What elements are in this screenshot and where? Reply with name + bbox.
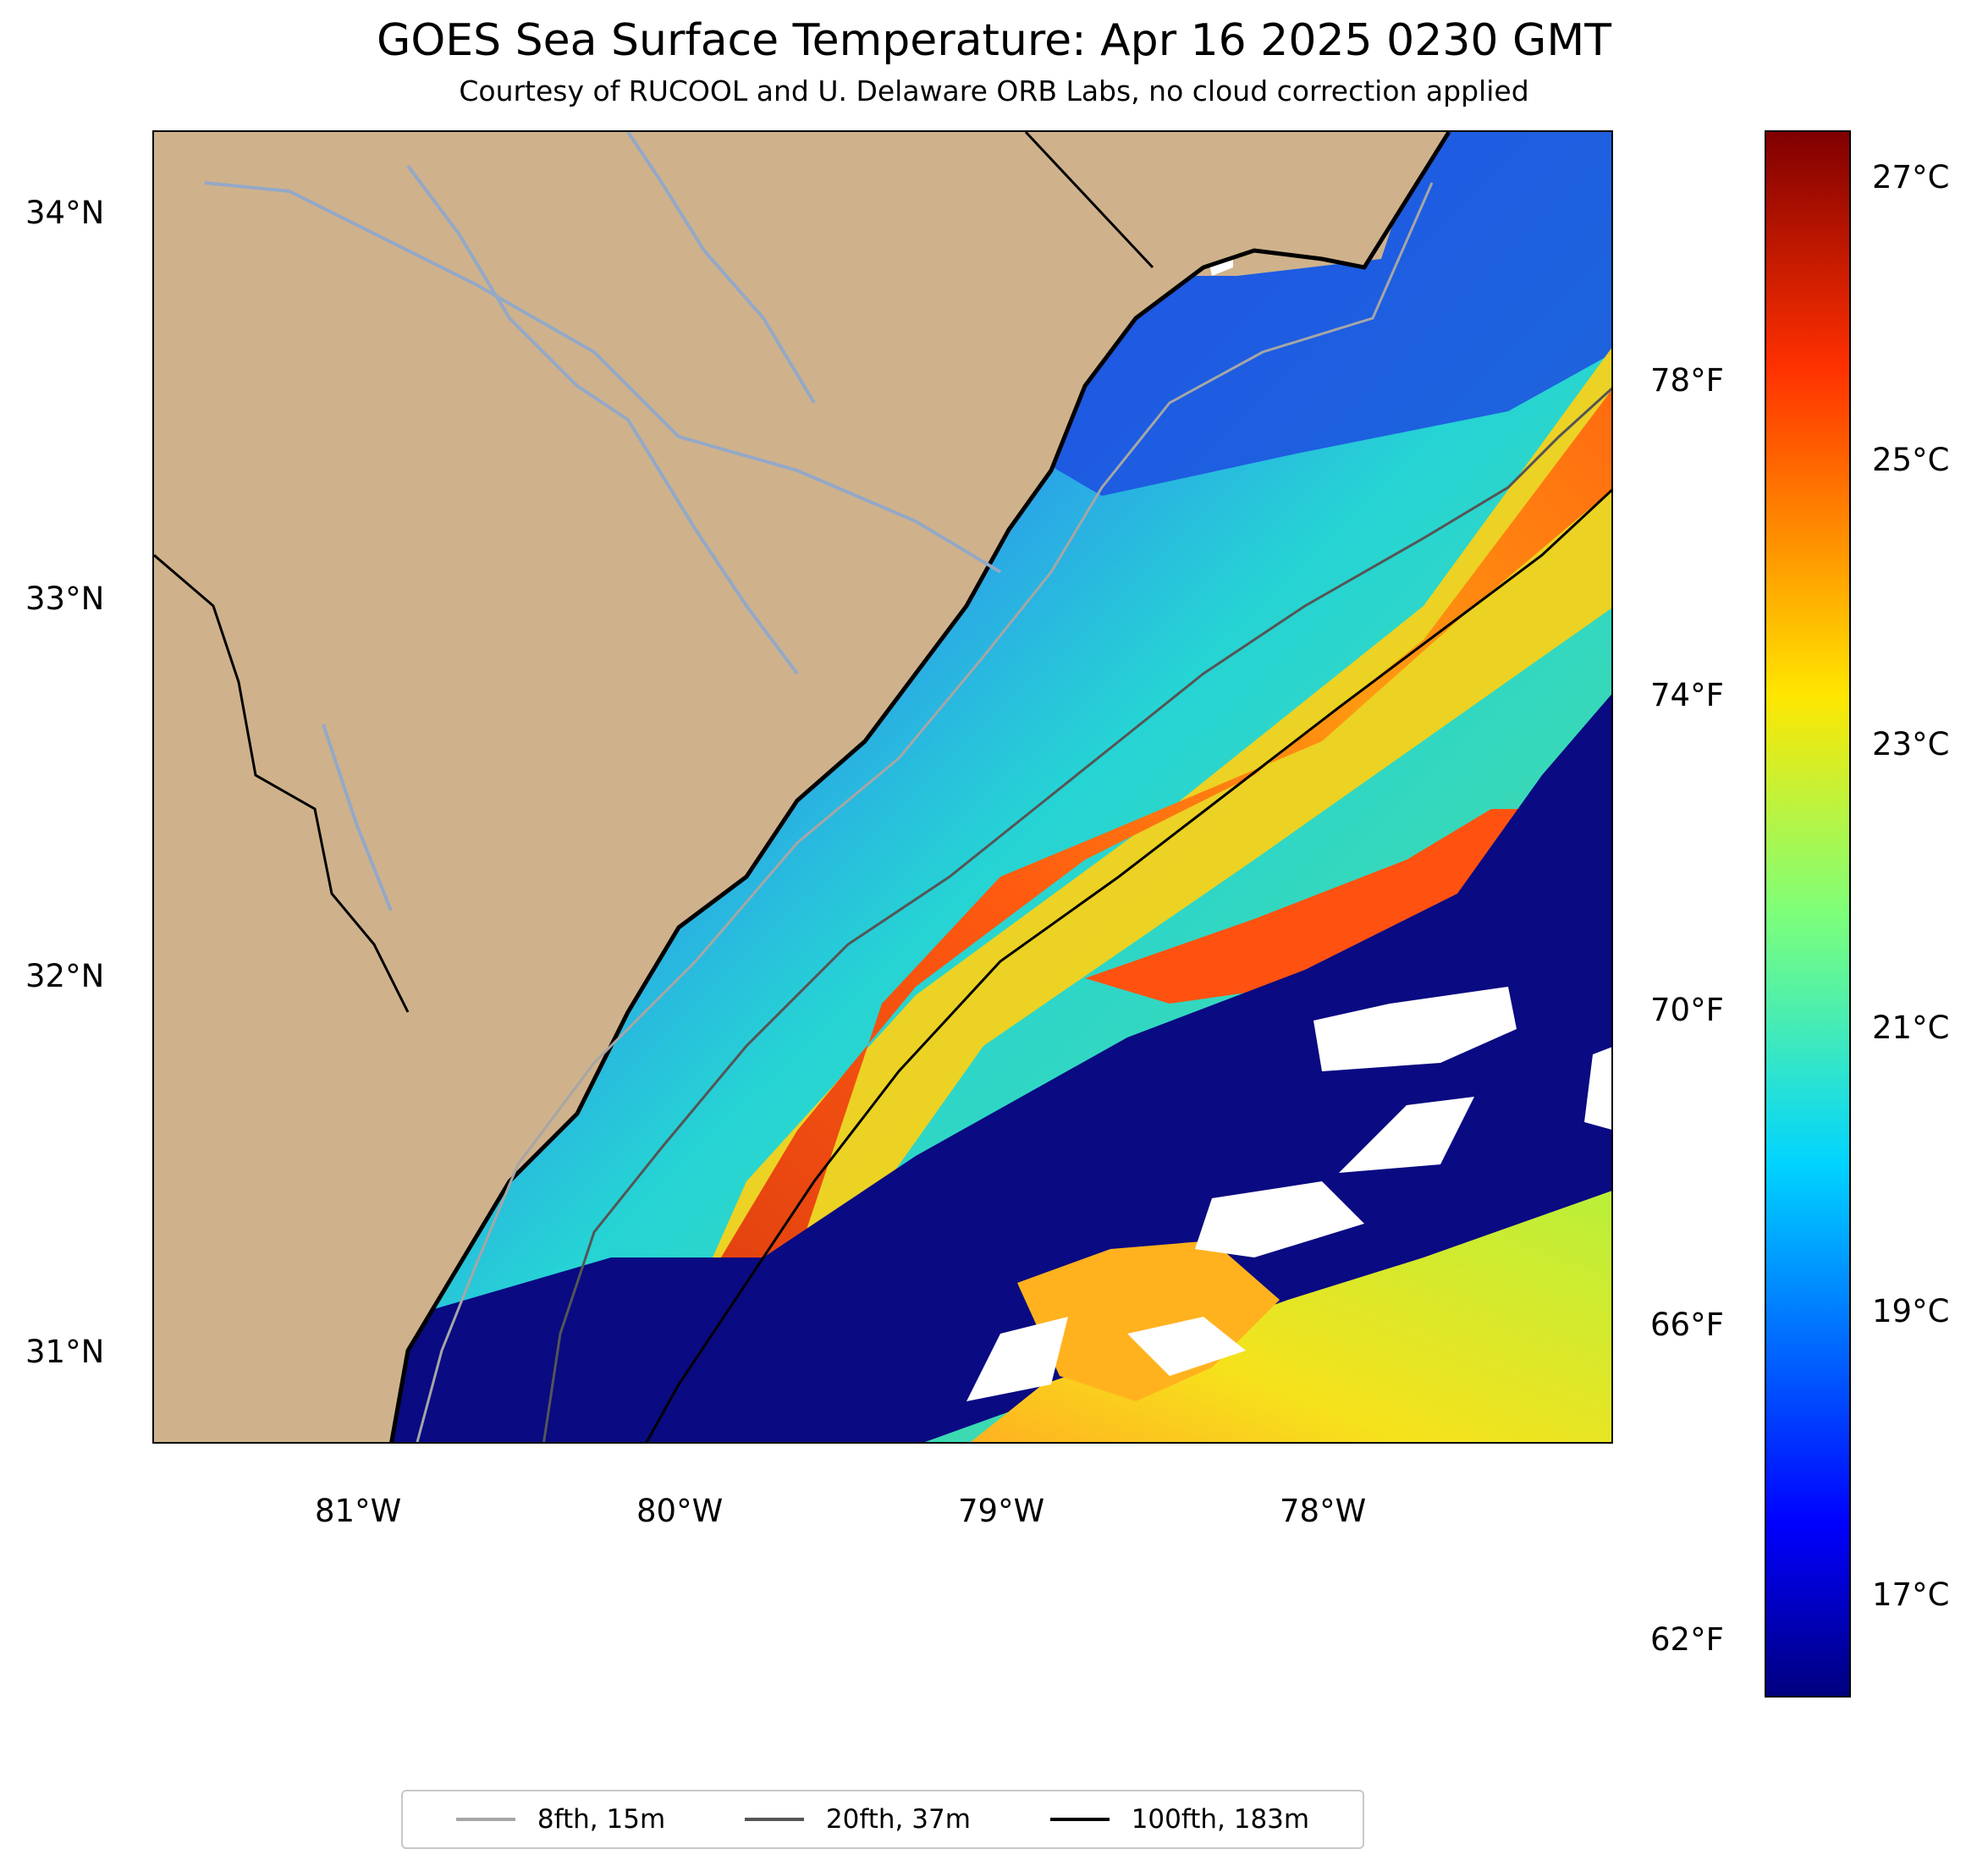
cbar-label-25c: 25°C (1872, 442, 1950, 478)
cbar-label-66f: 66°F (1650, 1307, 1724, 1343)
cbar-label-19c: 19°C (1872, 1293, 1950, 1329)
legend-label-20fth: 20fth, 37m (825, 1804, 971, 1835)
land-mass (154, 132, 1449, 1442)
contour-8fth (416, 182, 1434, 1442)
lon-label-81w: 81°W (315, 1493, 402, 1529)
gulf-stream-edge (679, 348, 1611, 1334)
legend-swatch-20fth (744, 1818, 804, 1821)
colorbar (1765, 130, 1851, 1698)
colorbar-gradient (1766, 132, 1849, 1696)
sst-map[interactable] (152, 130, 1613, 1444)
lat-label-32n: 32°N (25, 958, 105, 994)
legend-item-100fth: 100fth, 183m (1049, 1804, 1310, 1835)
legend-swatch-100fth (1049, 1818, 1110, 1821)
lon-label-78w: 78°W (1280, 1493, 1367, 1529)
warm-filament (1085, 809, 1611, 1004)
offshore-cold-region (264, 694, 1611, 1442)
cool-shelf-water (1000, 132, 1611, 496)
contour-20fth (542, 387, 1611, 1442)
lon-label-79w: 79°W (958, 1493, 1045, 1529)
map-subtitle: Courtesy of RUCOOL and U. Delaware ORB L… (459, 74, 1529, 107)
cbar-label-17c: 17°C (1872, 1577, 1950, 1613)
cbar-label-74f: 74°F (1650, 677, 1724, 713)
coastline (389, 132, 1451, 1442)
cbar-label-27c: 27°C (1872, 159, 1950, 195)
legend-item-8fth: 8fth, 15m (455, 1804, 666, 1835)
map-title: GOES Sea Surface Temperature: Apr 16 202… (377, 15, 1611, 66)
cbar-label-62f: 62°F (1650, 1621, 1724, 1658)
legend-swatch-8fth (455, 1818, 515, 1821)
sst-map-canvas (154, 132, 1611, 1442)
cbar-label-70f: 70°F (1650, 992, 1724, 1028)
cbar-label-78f: 78°F (1650, 362, 1724, 399)
state-boundary-sc-ga (154, 553, 410, 1013)
bathymetry-legend: 8fth, 15m 20fth, 37m 100fth, 183m (401, 1790, 1364, 1849)
legend-label-100fth: 100fth, 183m (1131, 1804, 1310, 1835)
gulf-stream-core (696, 390, 1611, 1317)
lat-label-31n: 31°N (25, 1334, 105, 1370)
cbar-label-21c: 21°C (1872, 1010, 1950, 1046)
cbar-label-23c: 23°C (1872, 726, 1950, 762)
lat-label-33n: 33°N (25, 581, 105, 617)
contour-100fth (645, 488, 1611, 1442)
lon-label-80w: 80°W (636, 1493, 724, 1529)
state-boundary-nc-sc (1024, 132, 1154, 269)
legend-item-20fth: 20fth, 37m (744, 1804, 971, 1835)
rivers (204, 132, 1002, 911)
cloud-blobs (966, 200, 1611, 1401)
legend-label-8fth: 8fth, 15m (537, 1804, 666, 1835)
lat-label-34n: 34°N (25, 195, 105, 231)
